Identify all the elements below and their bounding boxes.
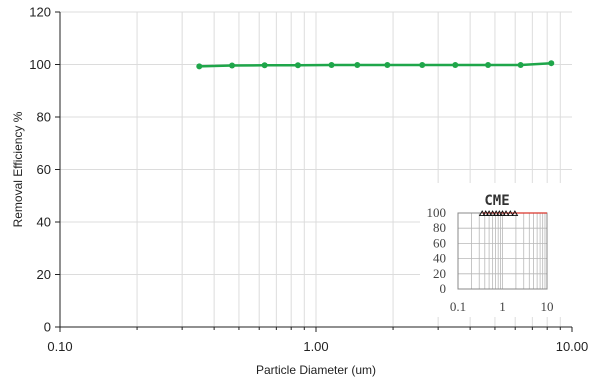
inset-data-point <box>502 210 510 217</box>
inset-x-tick-label: 10 <box>541 299 554 314</box>
data-point <box>452 62 459 69</box>
x-tick-label: 10.00 <box>556 339 589 354</box>
inset-y-tick-label: 100 <box>427 205 447 220</box>
y-axis-label: Removal Efficiency % <box>11 111 25 227</box>
inset-data-point <box>495 210 503 217</box>
inset-y-tick-label: 60 <box>433 235 446 250</box>
inset-data-point <box>478 210 486 217</box>
data-point <box>328 62 335 69</box>
inset-data-point <box>485 210 493 217</box>
data-point <box>229 62 236 69</box>
y-tick-label: 100 <box>29 57 51 72</box>
inset-data-point <box>506 210 514 217</box>
inset-y-tick-label: 40 <box>433 251 446 266</box>
inset-data-point <box>511 210 519 217</box>
x-axis-label: Particle Diameter (um) <box>256 363 376 377</box>
series <box>196 60 555 70</box>
inset-data-point <box>492 210 500 217</box>
y-tick-label: 20 <box>37 267 51 282</box>
y-tick-label: 120 <box>29 5 51 20</box>
inset-y-tick-label: 0 <box>440 281 447 296</box>
data-point <box>196 63 203 70</box>
y-tick-label: 40 <box>37 215 51 230</box>
inset-data-point <box>482 210 490 217</box>
data-point <box>419 62 426 69</box>
inset-y-tick-label: 20 <box>433 266 446 281</box>
axes <box>55 11 573 332</box>
inset-data-point <box>499 210 506 217</box>
x-tick-label: 1.00 <box>303 339 328 354</box>
y-tick-label: 60 <box>37 162 51 177</box>
inset-x-tick-label: 0.1 <box>450 299 466 314</box>
inset-title: CME <box>484 193 509 209</box>
data-point <box>261 62 268 69</box>
x-tick-label: 0.10 <box>47 339 72 354</box>
data-point <box>384 62 391 69</box>
y-tick-label: 0 <box>44 320 51 335</box>
data-point <box>294 62 301 69</box>
series-line <box>199 61 552 68</box>
data-point <box>517 62 524 69</box>
inset-y-tick-label: 80 <box>433 220 446 235</box>
y-tick-label: 80 <box>37 110 51 125</box>
inset-data-point <box>489 210 496 217</box>
data-point <box>354 62 361 69</box>
inset-x-tick-label: 1 <box>499 299 506 314</box>
data-point <box>548 60 555 67</box>
data-point <box>485 62 492 69</box>
